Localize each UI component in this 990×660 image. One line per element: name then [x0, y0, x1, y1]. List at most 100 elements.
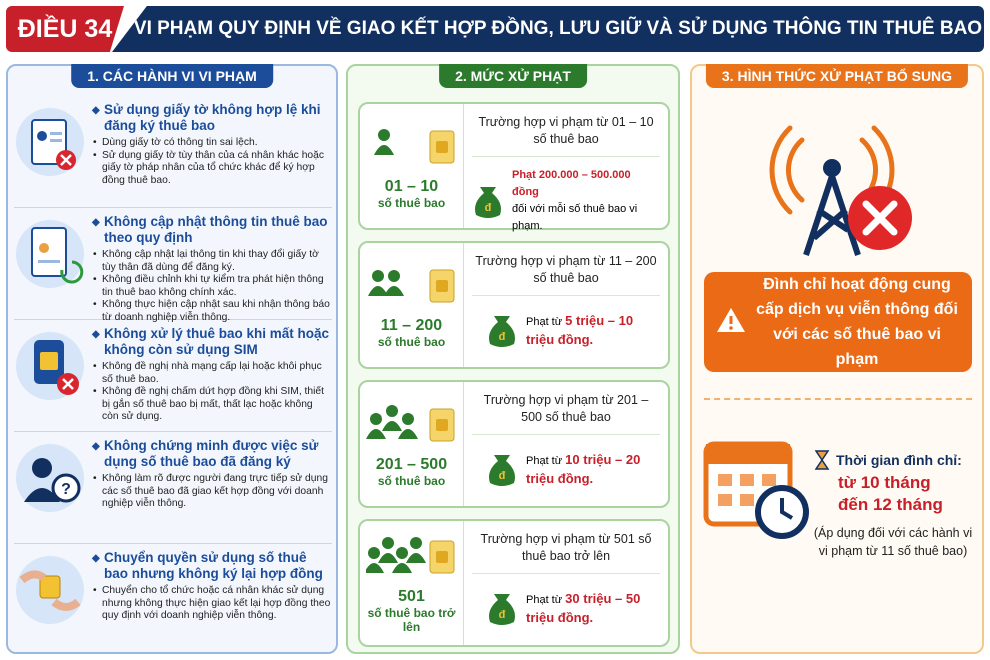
violation-icon: [14, 214, 92, 319]
panel-title: 3. HÌNH THỨC XỬ PHẠT BỔ SUNG: [705, 64, 969, 88]
icon-svg: ?: [16, 444, 84, 512]
icon-svg: [16, 332, 84, 400]
icon-wrap: [363, 533, 458, 582]
icon-path: [786, 137, 805, 203]
violation-item: Không cập nhật thông tin thuê bao theo q…: [14, 208, 332, 323]
icon-rect: [435, 550, 448, 563]
tier-left: 201 – 500 số thuê bao: [360, 382, 464, 506]
icon-path: [24, 488, 60, 502]
tier-unit: số thuê bao: [377, 334, 446, 349]
tier-unit: số thuê bao: [377, 473, 446, 488]
violation-text: Sử dụng giấy tờ không hợp lệ khi đăng ký…: [92, 102, 332, 207]
icon-rect: [706, 444, 790, 464]
icon-svg: [16, 556, 84, 624]
icon-path: [373, 144, 394, 155]
violation-text: Không chứng minh được việc sử dụng số th…: [92, 438, 332, 543]
icon-path: [862, 200, 898, 236]
icon-path: [780, 498, 794, 520]
fine-prefix: Phạt từ: [526, 454, 563, 467]
penalties-panel: 2. MỨC XỬ PHẠT 01 – 10 số thuê bao Trường …: [346, 64, 680, 654]
duration: từ 10 tháng đến 12 tháng: [838, 473, 943, 514]
violation-bullet: Không làm rõ được người đang trực tiếp s…: [92, 473, 332, 511]
violation-bullet: Chuyển cho tổ chức hoặc cá nhân khác sử …: [92, 585, 332, 623]
icon-rect: [740, 474, 754, 486]
icon-path: [381, 420, 402, 431]
violation-icon: [14, 102, 92, 207]
icon-wrap: [14, 102, 92, 187]
icon-wrap: đ: [486, 445, 518, 494]
icon-circle: [367, 546, 380, 559]
icon-wrap: đ: [486, 584, 518, 633]
violation-heading: Không chứng minh được việc sử dụng số th…: [92, 438, 332, 470]
icon-rect: [38, 260, 60, 263]
fine-text: Phạt từ 30 triệu – 50 triệu đồng.: [526, 590, 646, 628]
violation-bullet: Không thực hiện cập nhật sau khi nhận th…: [92, 299, 332, 324]
violation-bullet: Không đề nghị chấm dứt hợp đồng khi SIM,…: [92, 386, 332, 424]
tier-left: 01 – 10 số thuê bao: [360, 104, 464, 228]
violations-panel: 1. CÁC HÀNH VI VI PHẠM Sử dụng giấy tờ k…: [6, 64, 338, 654]
panel-title: 2. MỨC XỬ PHẠT: [439, 64, 587, 88]
violation-heading: Sử dụng giấy tờ không hợp lệ khi đăng ký…: [92, 102, 332, 134]
violation-item: ? Không chứng minh được việc sử dụng số t…: [14, 432, 332, 544]
icon-wrap: [14, 550, 92, 635]
fine-note: đối với mỗi số thuê bao vi phạm.: [512, 203, 638, 232]
violation-heading: Chuyển quyền sử dụng số thuê bao nhưng k…: [92, 550, 332, 582]
additional-panel: 3. HÌNH THỨC XỬ PHẠT BỔ SUNG Đình chỉ ho…: [690, 64, 984, 654]
divider: [704, 398, 972, 400]
tower-icon: [769, 125, 912, 256]
tier-fine: đ Phạt từ 10 triệu – 20 triệu đồng.: [486, 445, 646, 494]
tier-right: Trường hợp vi phạm từ 01 – 10 số thuê ba…: [464, 104, 668, 232]
icon-svg: [16, 220, 84, 288]
penalty-tier: 11 – 200 số thuê bao Trường hợp vi phạm từ…: [358, 241, 670, 369]
tier-case: Trường hợp vi phạm từ 11 – 200 số thuê b…: [472, 253, 660, 296]
tier-unit: số thuê bao: [377, 195, 446, 210]
icon-circle: [51, 473, 81, 503]
icon-circle: [37, 131, 47, 141]
tier-range: 01 – 10: [384, 177, 439, 195]
tier-fine: đ Phạt từ 30 triệu – 50 triệu đồng.: [486, 584, 646, 633]
penalty-tier: 01 – 10 số thuê bao Trường hợp vi phạm từ …: [358, 102, 670, 232]
tier-range: 11 – 200: [380, 316, 443, 334]
icon-circle: [387, 269, 400, 282]
icon-circle: [401, 412, 414, 425]
icon-svg: [365, 404, 454, 441]
icon-wrap: đ: [486, 306, 518, 355]
icon-wrap: [366, 262, 458, 311]
icon-rect: [718, 494, 732, 506]
tier-right: Trường hợp vi phạm từ 11 – 200 số thuê b…: [464, 243, 668, 367]
fine-prefix: Phạt từ: [526, 593, 563, 606]
violation-bullet: Không đề nghị nhà mạng cấp lại hoặc khôi…: [92, 361, 332, 386]
icon-svg: [373, 128, 454, 163]
icon-wrap: [366, 123, 458, 172]
violation-item: Sử dụng giấy tờ không hợp lệ khi đăng ký…: [14, 96, 332, 208]
tier-left: 11 – 200 số thuê bao: [360, 243, 464, 367]
icon-circle: [395, 546, 408, 559]
icon-text: đ: [499, 331, 506, 343]
icon-rect: [31, 119, 67, 165]
tier-range: 201 – 500: [375, 455, 448, 473]
icon-svg: đ: [475, 186, 501, 218]
icon-path: [365, 428, 386, 439]
icon-path: [814, 450, 830, 470]
icon-path: [397, 428, 418, 439]
tier-case: Trường hợp vi phạm từ 501 số thuê bao tr…: [472, 531, 660, 574]
icon-path: [803, 175, 861, 256]
icon-rect: [762, 474, 776, 486]
icon-wrap: [14, 214, 92, 299]
icon-rect: [39, 575, 61, 599]
icon-rect: [31, 227, 67, 277]
warning-icon: [717, 308, 745, 332]
violation-text: Không cập nhật thông tin thuê bao theo q…: [92, 214, 332, 323]
icon-svg: đ: [489, 594, 515, 625]
icon-svg: [367, 269, 454, 302]
icon-path: [489, 594, 515, 625]
penalty-tier: 501 số thuê bao trở lên Trường hợp vi phạm…: [358, 519, 670, 647]
hourglass-icon: [814, 450, 830, 470]
icon-g: [803, 175, 861, 256]
suspension-warning: Đình chỉ hoạt động cung cấp dịch vụ viễn…: [704, 272, 972, 372]
icon-text: đ: [499, 609, 506, 621]
icon-rect: [50, 132, 62, 135]
icon-circle: [409, 536, 422, 549]
icon-circle: [369, 412, 382, 425]
